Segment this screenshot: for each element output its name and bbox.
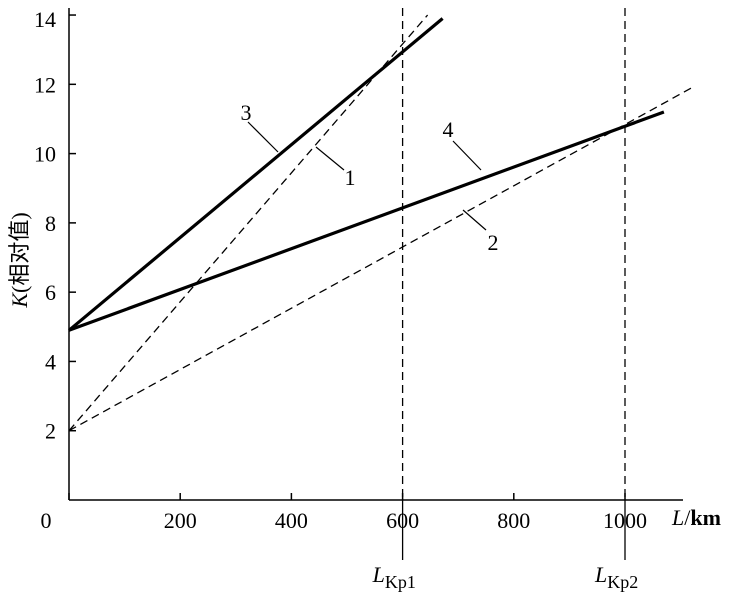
y-axis-note: (相对值) (7, 212, 32, 293)
y-tick-label: 12 (34, 72, 56, 97)
x-tick-label: 800 (497, 508, 530, 533)
vertical-line-label-1: LKp1 (372, 562, 416, 592)
x-tick-label: 200 (164, 508, 197, 533)
y-tick-label: 14 (34, 7, 56, 32)
series-label-leader-4 (452, 140, 482, 171)
series-label-1: 1 (345, 165, 356, 190)
series-line-2 (68, 87, 693, 432)
x-tick-label: 0 (41, 508, 52, 533)
y-tick-label: 8 (45, 211, 56, 236)
series-labels: 1 2 3 4 (241, 100, 499, 255)
y-tick-label: 10 (34, 142, 56, 167)
series-line-4 (68, 110, 665, 332)
series-label-leader-1 (315, 146, 345, 171)
series-label-leader-3 (247, 121, 279, 153)
axes (68, 8, 683, 501)
x-axis-slash: / (684, 505, 691, 530)
series-line-3 (67, 17, 444, 332)
vertical-line-label-2: LKp2 (594, 562, 638, 592)
x-axis-var: L (671, 505, 684, 530)
x-axis-title: L/km (671, 505, 721, 530)
x-axis-unit: km (690, 505, 721, 530)
series-label-4: 4 (443, 117, 454, 142)
y-tick-label: 4 (45, 349, 56, 374)
y-axis-title: K(相对值) (7, 212, 32, 308)
series-lines (67, 14, 693, 432)
series-label-3: 3 (241, 100, 252, 125)
series-label-2: 2 (488, 230, 499, 255)
y-tick-label: 6 (45, 280, 56, 305)
series-line-1 (68, 14, 429, 432)
series-label-leader-2 (462, 209, 487, 231)
x-tick-label: 400 (275, 508, 308, 533)
y-tick-label: 2 (45, 419, 56, 444)
y-axis-var: K (7, 292, 32, 309)
vertical-reference-lines: LKp1 LKp2 (372, 8, 638, 592)
